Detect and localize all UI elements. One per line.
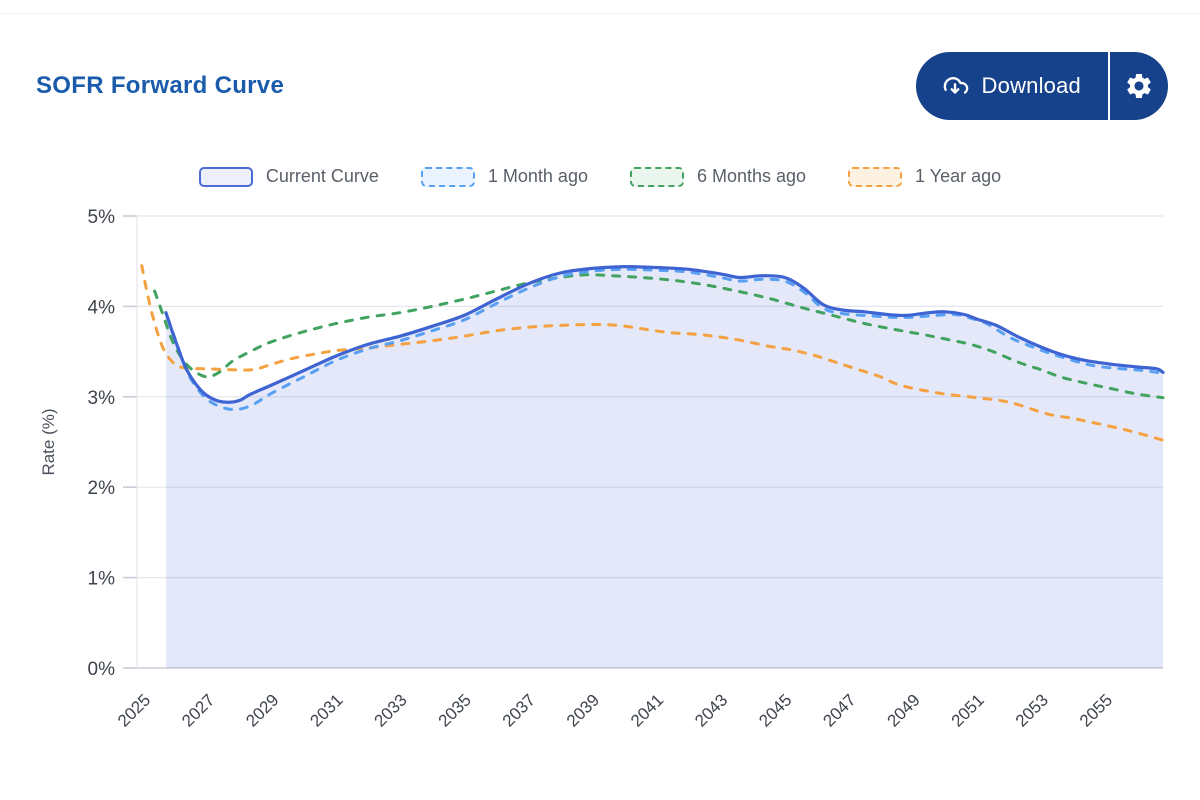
legend-swatch-current-curve xyxy=(198,166,253,187)
legend-label: Current Curve xyxy=(265,166,379,186)
svg-text:5%: 5% xyxy=(88,207,116,228)
svg-text:2035: 2035 xyxy=(435,690,475,730)
legend-item-6-months-ago[interactable]: 6 Months ago xyxy=(629,166,807,187)
svg-text:2055: 2055 xyxy=(1076,690,1116,730)
chart-legend: Current Curve 1 Month ago 6 Months ago 1… xyxy=(0,166,1200,187)
svg-text:3%: 3% xyxy=(88,388,116,409)
svg-text:2027: 2027 xyxy=(178,690,218,730)
svg-text:2051: 2051 xyxy=(948,690,988,730)
svg-text:2025: 2025 xyxy=(114,690,154,730)
chart-grid xyxy=(123,215,1163,669)
svg-text:0%: 0% xyxy=(88,659,116,680)
legend-swatch-1-year-ago xyxy=(848,166,903,187)
legend-label: 1 Year ago xyxy=(915,166,1002,186)
series-1-year-ago xyxy=(140,264,1165,442)
svg-text:2029: 2029 xyxy=(242,690,282,730)
legend-item-1-year-ago[interactable]: 1 Year ago xyxy=(848,166,1001,187)
svg-text:2039: 2039 xyxy=(563,690,603,730)
cloud-download-icon xyxy=(941,72,969,100)
series-6-months-ago xyxy=(153,273,1165,400)
svg-text:Rate (%): Rate (%) xyxy=(39,408,58,475)
svg-text:2041: 2041 xyxy=(627,690,667,730)
svg-text:2053: 2053 xyxy=(1012,690,1052,730)
chart-series xyxy=(140,264,1165,668)
series-current-curve xyxy=(164,264,1165,404)
svg-text:4%: 4% xyxy=(88,297,116,318)
current-curve-area xyxy=(165,266,1163,668)
legend-item-current-curve[interactable]: Current Curve xyxy=(198,166,379,187)
svg-text:2%: 2% xyxy=(88,478,116,499)
header: SOFR Forward Curve Download xyxy=(36,38,1168,134)
download-label: Download xyxy=(981,73,1081,98)
svg-text:2047: 2047 xyxy=(819,690,859,730)
gear-icon xyxy=(1124,71,1154,101)
series-1-month-ago xyxy=(166,267,1165,412)
page-title: SOFR Forward Curve xyxy=(36,72,285,99)
svg-text:2049: 2049 xyxy=(884,690,924,730)
svg-text:2033: 2033 xyxy=(371,690,411,730)
settings-button[interactable] xyxy=(1110,52,1168,120)
svg-text:2043: 2043 xyxy=(691,690,731,730)
svg-text:2031: 2031 xyxy=(306,690,346,730)
svg-text:2037: 2037 xyxy=(499,690,539,730)
download-button[interactable]: Download xyxy=(915,52,1108,120)
header-actions: Download xyxy=(915,52,1168,120)
legend-swatch-1-month-ago xyxy=(420,166,475,187)
top-divider xyxy=(0,13,1200,14)
legend-label: 6 Months ago xyxy=(696,166,807,186)
svg-text:1%: 1% xyxy=(88,569,116,590)
svg-text:2045: 2045 xyxy=(755,690,795,730)
legend-swatch-6-months-ago xyxy=(629,166,684,187)
legend-label: 1 Month ago xyxy=(487,166,588,186)
legend-item-1-month-ago[interactable]: 1 Month ago xyxy=(420,166,588,187)
